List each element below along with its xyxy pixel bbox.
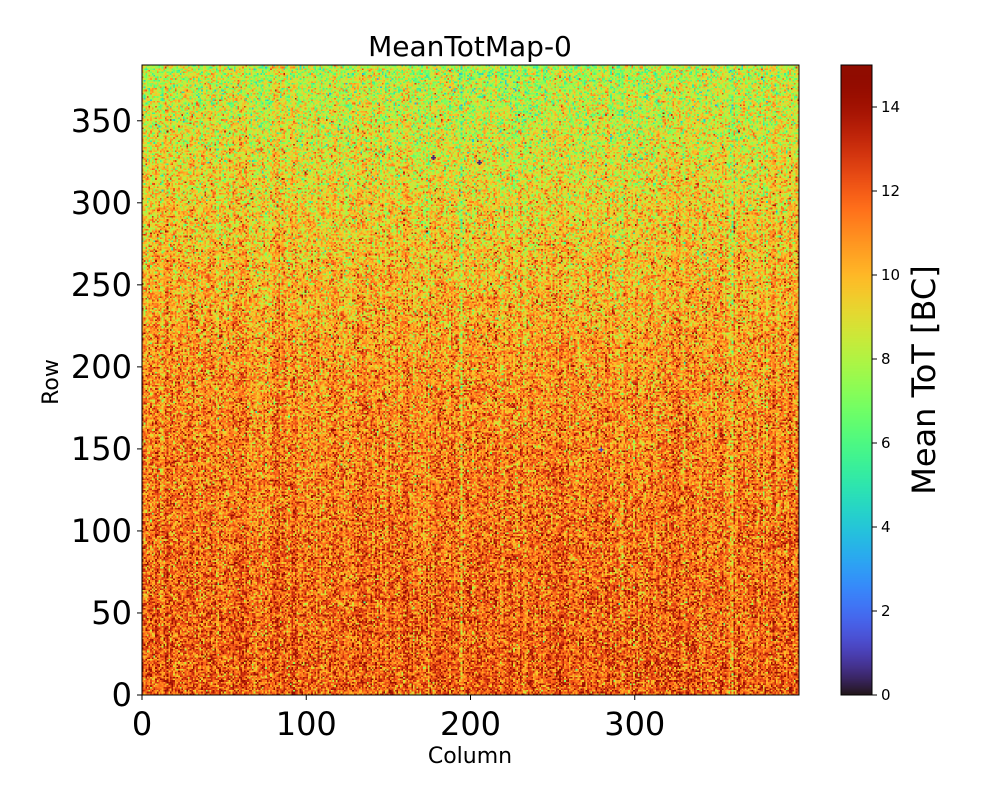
heatmap-image (142, 65, 799, 695)
colorbar-tick-label-10: 10 (881, 266, 900, 284)
x-axis-ticks: 0 100 200 300 (132, 695, 665, 743)
y-axis-ticks: 0 50 100 150 200 250 300 350 (71, 102, 142, 714)
plot-frame (141, 64, 800, 696)
y-tick-label-350: 350 (71, 102, 132, 140)
x-tick-label-0: 0 (132, 705, 152, 743)
y-tick-label-150: 150 (71, 430, 132, 468)
x-axis-label: Column (428, 744, 512, 769)
colorbar-tick-label-12: 12 (881, 182, 900, 200)
colorbar-frame (840, 64, 873, 696)
y-tick-label-300: 300 (71, 184, 132, 222)
x-tick-label-100: 100 (276, 705, 337, 743)
colorbar-ticks: 0 2 4 6 8 10 12 14 (872, 98, 900, 704)
colorbar-tick-label-14: 14 (881, 98, 900, 116)
colorbar-tick-label-2: 2 (881, 602, 891, 620)
chart-title: MeanTotMap-0 (368, 30, 572, 63)
y-tick-label-0: 0 (112, 676, 132, 714)
colorbar-tick-label-4: 4 (881, 518, 891, 536)
y-tick-label-200: 200 (71, 348, 132, 386)
colorbar-tick-label-8: 8 (881, 350, 891, 368)
colorbar-gradient (841, 65, 872, 695)
x-tick-label-300: 300 (604, 705, 665, 743)
y-axis-label: Row (39, 359, 64, 405)
y-tick-label-100: 100 (71, 512, 132, 550)
y-tick-label-250: 250 (71, 266, 132, 304)
x-tick-label-200: 200 (440, 705, 501, 743)
colorbar-tick-label-0: 0 (881, 686, 891, 704)
y-tick-label-50: 50 (91, 594, 132, 632)
colorbar-tick-label-6: 6 (881, 434, 891, 452)
colorbar-label: Mean ToT [BC] (905, 265, 943, 494)
